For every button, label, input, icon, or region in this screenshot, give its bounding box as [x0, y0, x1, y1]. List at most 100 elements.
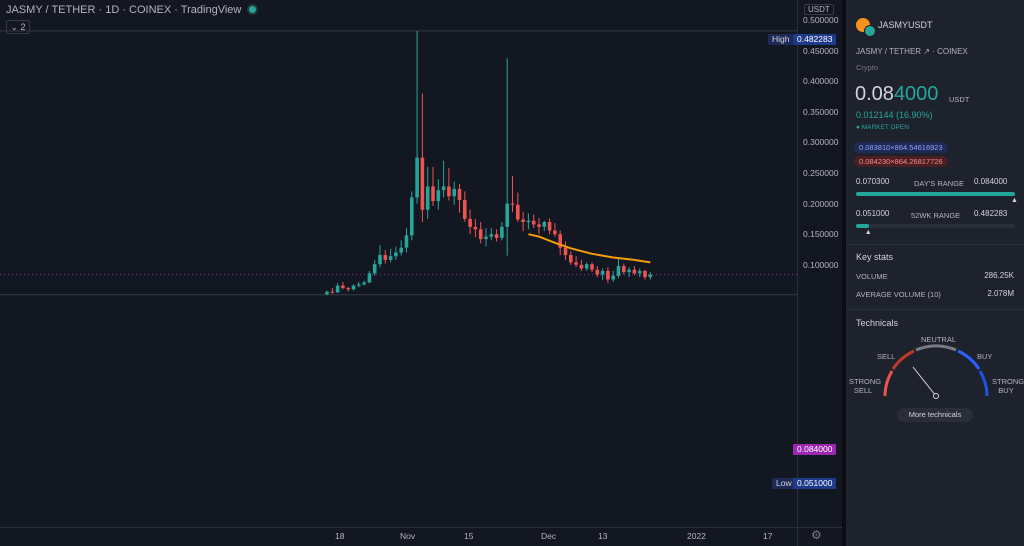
week-range-fill: [856, 224, 869, 228]
gauge-strong-buy-arc: [978, 370, 989, 397]
plot-background: [0, 0, 798, 528]
section-divider: [846, 309, 1024, 310]
market-status-dot-icon: [249, 6, 257, 13]
candle-body: [579, 264, 584, 269]
settings-gear-icon[interactable]: ⚙: [811, 528, 822, 542]
candle-body: [542, 221, 547, 227]
candle-body: [410, 197, 414, 236]
candle-body: [547, 221, 552, 231]
tether-logo-icon: [864, 25, 876, 37]
gauge-pivot: [933, 393, 939, 399]
candle-body: [494, 234, 499, 238]
candle-body: [394, 252, 398, 257]
candle-body: [516, 204, 520, 220]
indicators-toggle-button[interactable]: ⌄ 2: [6, 20, 30, 34]
price-tick-label: 0.300000: [803, 137, 839, 148]
bid-quote: 0.083810×864.54616923: [854, 142, 948, 153]
high-tag-label: High: [768, 34, 794, 45]
candle-body: [521, 219, 525, 222]
volume-label: VOLUME: [856, 272, 888, 281]
candle-body: [436, 190, 441, 202]
currency-button[interactable]: USDT: [804, 4, 834, 15]
candle-body: [468, 218, 472, 227]
price-tick-label: 0.500000: [803, 15, 839, 25]
candle-body: [367, 273, 372, 283]
low-tag-label: Low: [772, 478, 796, 489]
candle-body: [473, 226, 478, 230]
candle-body: [346, 288, 350, 290]
price-tick-label: 0.100000: [803, 259, 839, 270]
candle-body: [505, 203, 509, 227]
candle-body: [330, 291, 335, 293]
panel-exchange-line[interactable]: JASMY / TETHER ↗ · COINEX: [856, 47, 968, 56]
candle-body: [622, 266, 626, 273]
candle-body: [463, 199, 467, 219]
candle-body: [590, 264, 594, 270]
time-tick-label: Nov: [400, 531, 416, 541]
candle-body: [574, 262, 578, 265]
panel-divider[interactable]: [842, 0, 846, 546]
candle-body: [447, 186, 451, 197]
candle-body: [478, 229, 483, 240]
candle-body: [595, 269, 600, 275]
candle-body: [531, 220, 536, 225]
current-price-tag: 0.084000: [793, 444, 837, 455]
avg-volume-value: 2.078M: [987, 289, 1014, 298]
candle-body: [415, 157, 419, 198]
technicals-title: Technicals: [856, 318, 899, 328]
candle-body: [404, 235, 409, 248]
panel-price: 0.084000: [855, 83, 938, 106]
candle-body: [611, 275, 615, 280]
chart-canvas[interactable]: [0, 0, 842, 546]
candle-body: [643, 270, 647, 278]
candle-body: [441, 186, 446, 191]
gauge-neutral-label: NEUTRAL: [921, 335, 957, 344]
gauge-strong-buy-label: STRONG BUY: [992, 377, 1024, 395]
week-range-low: 0.051000: [856, 209, 890, 218]
price-change: 0.012144 (16.90%): [856, 110, 933, 120]
avg-volume-label: AVERAGE VOLUME (10): [856, 290, 941, 299]
price-tick-label: 0.400000: [803, 76, 839, 87]
candle-body: [341, 285, 345, 289]
high-tag-value: 0.482283: [793, 34, 837, 45]
gauge-sell-label: SELL: [877, 352, 896, 361]
candle-body: [425, 186, 430, 210]
candle-body: [569, 255, 573, 263]
candle-body: [452, 188, 456, 197]
candle-body: [351, 285, 356, 290]
panel-symbol[interactable]: JASMYUSDT: [878, 20, 933, 30]
market-status: ● MARKET OPEN: [856, 124, 909, 131]
price-currency: USDT: [949, 95, 970, 104]
technicals-gauge: [883, 344, 989, 399]
candle-body: [648, 274, 653, 278]
panel-category: Crypto: [856, 63, 879, 72]
symbol-legend-text: JASMY / TETHER · 1D · COINEX · TradingVi…: [6, 4, 242, 16]
candle-body: [553, 230, 557, 235]
price-chart[interactable]: JASMY / TETHER · 1D · COINEX · TradingVi…: [0, 0, 842, 546]
candle-body: [489, 234, 494, 237]
gauge-neutral-arc: [915, 344, 957, 352]
candle-body: [420, 157, 425, 210]
candle-body: [563, 247, 568, 256]
price-tick-label: 0.250000: [803, 168, 839, 178]
week-range-label: 52WK RANGE: [911, 211, 961, 220]
day-range-marker-icon: ▲: [1011, 197, 1018, 204]
candle-body: [431, 186, 435, 202]
more-technicals-button[interactable]: More technicals: [897, 408, 973, 422]
moving-average-line: [528, 233, 651, 264]
candle-body: [399, 247, 403, 253]
candle-body: [457, 188, 462, 200]
week-range-marker-icon: ▲: [864, 229, 872, 236]
candle-body: [632, 269, 637, 274]
gauge-sell-arc: [891, 349, 915, 370]
candle-body: [558, 234, 562, 248]
price-tick-label: 0.200000: [803, 198, 839, 209]
time-tick-label: 18: [335, 531, 345, 541]
time-tick-label: 2022: [687, 531, 706, 541]
time-tick-label: 15: [464, 531, 474, 541]
candle-body: [600, 270, 605, 275]
candle-body: [378, 255, 382, 265]
price-tail: 4000: [893, 83, 939, 105]
candle-body: [627, 269, 631, 273]
time-tick-label: Dec: [541, 531, 557, 541]
